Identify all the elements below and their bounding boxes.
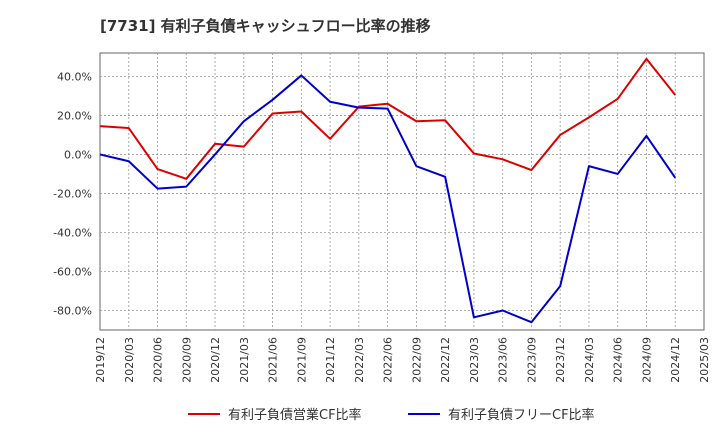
x-tick-label: 2022/12: [439, 337, 452, 383]
x-tick-label: 2025/03: [698, 337, 711, 383]
legend: 有利子負債営業CF比率 有利子負債フリーCF比率: [188, 407, 595, 423]
y-tick-label: 20.0%: [57, 109, 92, 122]
x-tick-label: 2020/09: [180, 337, 193, 383]
chart-title: [7731] 有利子負債キャッシュフロー比率の推移: [100, 17, 431, 35]
y-tick-label: -80.0%: [53, 304, 92, 317]
x-tick-label: 2023/06: [497, 337, 510, 383]
y-tick-label: 0.0%: [64, 148, 92, 161]
plot-frame: [99, 52, 705, 331]
series-line-2: [99, 74, 677, 324]
x-tick-label: 2023/03: [468, 337, 481, 383]
series-line-1: [99, 57, 677, 180]
y-tick-label: -40.0%: [53, 226, 92, 239]
x-tick-label: 2023/12: [554, 337, 567, 383]
x-tick-label: 2022/09: [410, 337, 423, 383]
x-tick-label: 2021/03: [238, 337, 251, 383]
x-tick-label: 2019/12: [94, 337, 107, 383]
x-tick-label: 2020/12: [209, 337, 222, 383]
series-layer: [99, 57, 677, 324]
x-tick-label: 2022/06: [382, 337, 395, 383]
x-tick-label: 2021/06: [267, 337, 280, 383]
y-tick-label: -60.0%: [53, 265, 92, 278]
y-axis-ticks: 40.0% 20.0% 0.0% -20.0% -40.0% -60.0% -80.0%: [53, 70, 92, 317]
x-tick-label: 2020/03: [123, 337, 136, 383]
y-tick-label: 40.0%: [57, 70, 92, 83]
y-tick-label: -20.0%: [53, 187, 92, 200]
x-tick-label: 2024/09: [640, 337, 653, 383]
x-tick-label: 2021/09: [295, 337, 308, 383]
legend-label: 有利子負債フリーCF比率: [448, 407, 595, 423]
x-axis-ticks: 2019/12 2020/03 2020/06 2020/09 2020/12 2021/…: [94, 337, 711, 383]
x-tick-label: 2020/06: [152, 337, 165, 383]
x-tick-label: 2021/12: [324, 337, 337, 383]
grid: [100, 53, 704, 330]
x-tick-label: 2022/03: [353, 337, 366, 383]
x-tick-label: 2024/12: [669, 337, 682, 383]
x-tick-label: 2023/09: [525, 337, 538, 383]
legend-label: 有利子負債営業CF比率: [228, 407, 362, 423]
x-tick-label: 2024/06: [612, 337, 625, 383]
x-tick-label: 2024/03: [583, 337, 596, 383]
